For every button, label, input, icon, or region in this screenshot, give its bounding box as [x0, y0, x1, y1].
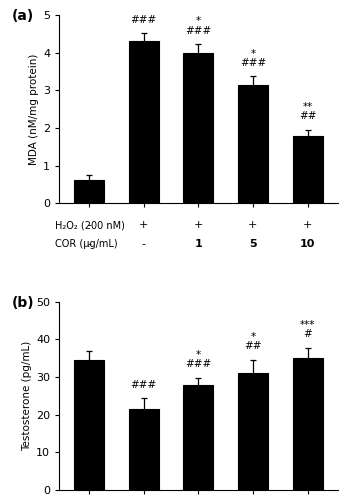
Text: 1: 1: [195, 239, 202, 249]
Bar: [74, 360, 104, 490]
Bar: [238, 84, 268, 204]
Bar: [129, 42, 159, 203]
Bar: [129, 409, 159, 490]
Bar: [183, 385, 213, 490]
Text: 5: 5: [249, 239, 257, 249]
Text: ###: ###: [130, 380, 157, 390]
Text: ##: ##: [299, 112, 316, 122]
Text: ##: ##: [244, 342, 262, 351]
Text: -: -: [87, 220, 91, 230]
Text: COR (μg/mL): COR (μg/mL): [55, 239, 118, 249]
Text: ###: ###: [130, 14, 157, 24]
Text: *: *: [250, 332, 255, 342]
Text: -: -: [142, 239, 146, 249]
Bar: [238, 373, 268, 490]
Text: +: +: [248, 220, 258, 230]
Bar: [74, 180, 104, 204]
Text: -: -: [87, 239, 91, 249]
Bar: [293, 358, 323, 490]
Text: *: *: [196, 350, 201, 360]
Text: ###: ###: [185, 359, 212, 369]
Y-axis label: Testosterone (pg/mL): Testosterone (pg/mL): [22, 340, 32, 451]
Text: 10: 10: [300, 239, 315, 249]
Text: +: +: [139, 220, 149, 230]
Bar: [293, 136, 323, 203]
Bar: [183, 52, 213, 204]
Text: +: +: [194, 220, 203, 230]
Text: (a): (a): [12, 10, 34, 24]
Text: H₂O₂ (200 nM): H₂O₂ (200 nM): [55, 220, 125, 230]
Text: ###: ###: [240, 58, 266, 68]
Text: *: *: [196, 16, 201, 26]
Text: **: **: [302, 102, 313, 112]
Text: +: +: [303, 220, 312, 230]
Y-axis label: MDA (nM/mg protein): MDA (nM/mg protein): [29, 54, 39, 165]
Text: ###: ###: [185, 26, 212, 36]
Text: (b): (b): [12, 296, 34, 310]
Text: #: #: [303, 329, 312, 339]
Text: *: *: [250, 48, 255, 58]
Text: ***: ***: [300, 320, 315, 330]
